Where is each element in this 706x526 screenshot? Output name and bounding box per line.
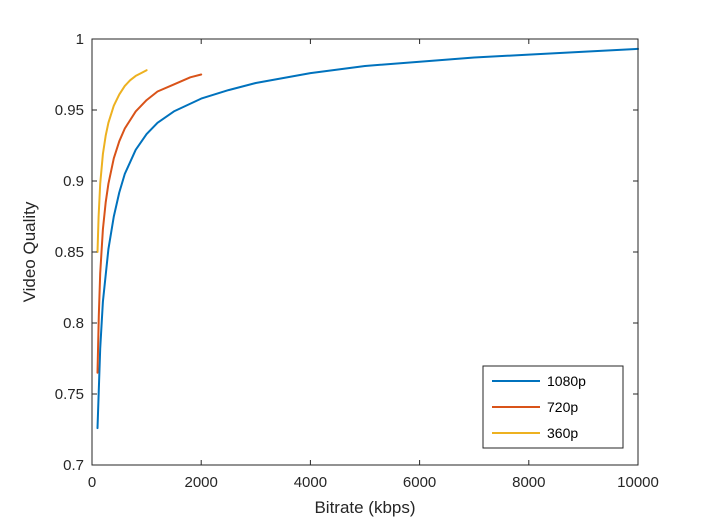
- x-tick-label: 10000: [617, 474, 659, 491]
- y-tick-label: 0.85: [55, 244, 84, 261]
- y-tick-label: 0.75: [55, 386, 84, 403]
- x-tick-label: 2000: [185, 474, 218, 491]
- series-line-0: [96, 47, 639, 430]
- x-tick-label: 4000: [294, 474, 327, 491]
- legend-label-1: 720p: [547, 399, 578, 415]
- x-tick-label: 6000: [403, 474, 436, 491]
- legend-label-0: 1080p: [547, 373, 586, 389]
- series-line-1: [96, 73, 203, 374]
- y-tick-label: 0.9: [63, 173, 84, 190]
- legend-label-2: 360p: [547, 425, 578, 441]
- y-axis-ticks: 0.7 0.75 0.8 0.85 0.9 0.95 1: [55, 31, 638, 474]
- y-tick-label: 1: [76, 31, 84, 48]
- legend: 1080p 720p 360p: [482, 365, 624, 449]
- x-tick-label: 0: [88, 474, 96, 491]
- y-tick-label: 0.8: [63, 315, 84, 332]
- y-axis-title: Video Quality: [20, 201, 39, 302]
- x-axis-ticks: 0 2000 4000 6000 8000 10000: [88, 39, 659, 491]
- x-axis-title: Bitrate (kbps): [314, 498, 415, 517]
- y-tick-label: 0.7: [63, 457, 84, 474]
- series-lines: [96, 47, 639, 430]
- series-line-2: [96, 69, 148, 253]
- x-tick-label: 8000: [512, 474, 545, 491]
- y-tick-label: 0.95: [55, 102, 84, 119]
